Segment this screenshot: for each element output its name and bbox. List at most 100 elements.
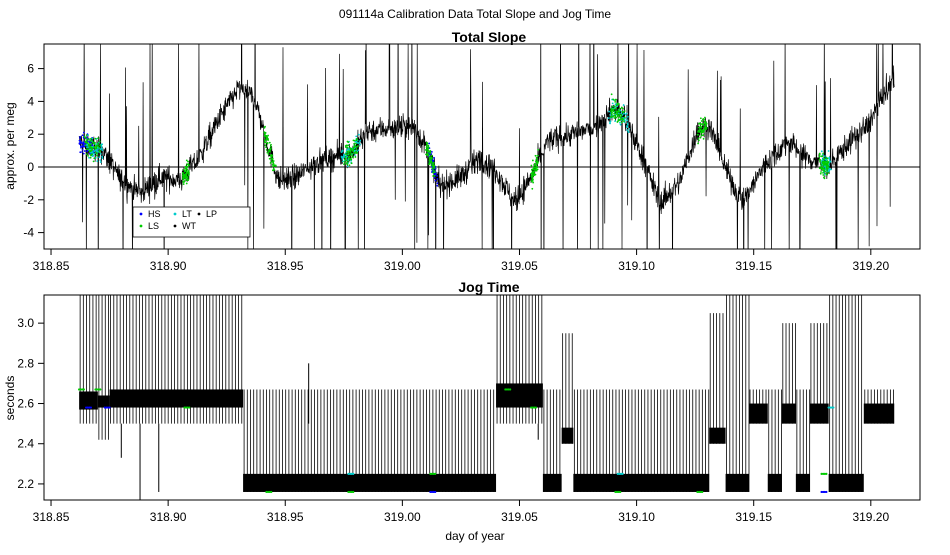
total-slope-point: [99, 161, 102, 163]
jog-time-point: [614, 490, 617, 494]
total-slope-point: [341, 149, 344, 152]
total-slope-point: [699, 125, 702, 128]
legend-entry-lp: LP: [197, 209, 217, 219]
total-slope-point: [427, 153, 430, 156]
total-slope-point: [346, 163, 349, 165]
legend-entry-wt: WT: [173, 221, 196, 231]
total-slope-point: [626, 122, 629, 125]
total-slope-point: [703, 120, 706, 123]
total-slope-point: [84, 140, 87, 143]
total-slope-point: [828, 157, 831, 160]
total-slope-highlight-cluster: [425, 141, 436, 177]
total-slope-point: [86, 144, 89, 146]
total-slope-highlight-cluster: [343, 137, 359, 167]
total-slope-point: [425, 144, 428, 147]
total-slope-point: [349, 148, 352, 150]
total-slope-point: [93, 153, 96, 155]
total-slope-point: [532, 171, 535, 174]
total-slope-highlight-cluster: [818, 152, 830, 180]
total-slope-point: [99, 159, 102, 162]
jog-time-point: [429, 490, 432, 494]
figure-title: 091114a Calibration Data Total Slope and…: [339, 7, 612, 21]
jog-time-segment: [781, 323, 797, 424]
total-slope-point: [344, 153, 347, 155]
jog-time-spikes: [864, 389, 894, 424]
total-slope-point: [617, 110, 620, 113]
total-slope-point: [98, 140, 101, 143]
total-slope-point: [98, 146, 101, 149]
total-slope-point: [90, 149, 93, 152]
jog-time-point: [186, 406, 189, 409]
total-slope-point: [90, 154, 92, 156]
total-slope-point: [623, 120, 625, 123]
total-slope-point: [186, 168, 189, 171]
total-slope-point: [533, 163, 536, 165]
total-slope-point: [620, 112, 623, 115]
jog-time-point: [184, 406, 188, 409]
total-slope-point: [702, 137, 705, 140]
legend-entry-hs: HS: [139, 209, 161, 219]
total-slope-point: [619, 121, 621, 124]
total-slope-point: [822, 171, 824, 174]
total-slope-point: [355, 142, 357, 145]
total-slope-point: [343, 153, 345, 156]
total-slope-point: [436, 175, 438, 177]
total-slope-point: [94, 141, 96, 144]
jog-time-segment: [79, 295, 98, 424]
total-slope-point: [433, 176, 436, 179]
total-slope-point: [353, 151, 356, 154]
jog-time-point: [820, 490, 823, 494]
total-slope-point: [611, 111, 613, 114]
total-slope-point: [187, 160, 189, 163]
jog-time-point: [619, 472, 623, 475]
total-slope-point: [79, 137, 81, 139]
total-slope-point: [347, 160, 349, 163]
jog-time-point: [97, 388, 100, 391]
jog-time-point: [99, 388, 102, 391]
total-slope-point: [436, 184, 439, 187]
total-slope-point: [427, 144, 430, 147]
total-slope-point: [181, 172, 184, 175]
total-slope-point: [357, 133, 360, 136]
total-slope-point: [700, 120, 703, 122]
total-slope-point: [85, 134, 88, 137]
total-slope-point: [186, 167, 188, 169]
total-slope-point: [272, 161, 275, 164]
legend-entry-ls: LS: [139, 221, 159, 231]
jog-time-point: [617, 490, 620, 494]
total-slope-point: [535, 164, 538, 166]
total-slope-point: [345, 159, 348, 162]
total-slope-point: [81, 151, 83, 153]
total-slope-point: [822, 152, 825, 155]
total-slope-point: [607, 117, 610, 120]
total-slope-point: [91, 147, 94, 150]
total-slope-point: [609, 120, 612, 123]
jog-time-point: [88, 406, 91, 409]
jog-time-point: [832, 406, 835, 409]
total-slope-point: [427, 149, 430, 152]
total-slope-y-tick-label: -2: [23, 193, 34, 207]
jog-time-band: [97, 395, 110, 408]
total-slope-point: [428, 160, 431, 162]
jog-time-band: [809, 403, 829, 424]
total-slope-point: [187, 178, 189, 181]
total-slope-point: [341, 158, 344, 160]
jog-time-spikes: [782, 323, 797, 424]
jog-time-x-tick-label: 319.05: [501, 510, 538, 524]
total-slope-point: [531, 175, 534, 178]
total-slope-point: [264, 144, 267, 147]
total-slope-point: [830, 168, 832, 171]
total-slope-point: [340, 155, 343, 158]
total-slope-point: [347, 141, 350, 144]
jog-time-point: [616, 472, 619, 475]
jog-time-point: [106, 406, 110, 409]
jog-time-segment: [243, 389, 497, 492]
jog-time-point: [188, 406, 191, 409]
total-slope-point: [426, 146, 429, 149]
total-slope-point: [822, 164, 825, 166]
jog-time-point: [270, 490, 273, 494]
jog-time-segment: [709, 313, 726, 444]
total-slope-point: [623, 116, 626, 119]
total-slope-point: [823, 155, 826, 158]
total-slope-point: [184, 173, 187, 175]
